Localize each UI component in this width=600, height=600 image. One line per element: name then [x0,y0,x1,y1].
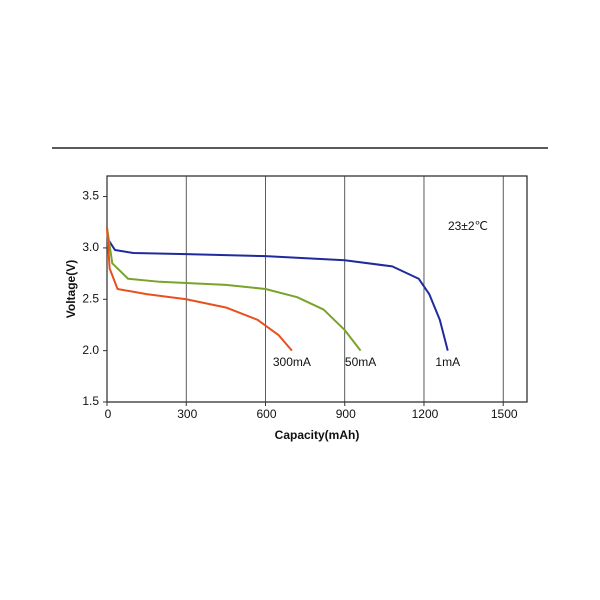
y-tick-label: 3.5 [82,189,99,203]
series-label: 1mA [435,355,460,369]
x-tick-label: 600 [256,407,276,421]
y-tick-label: 2.0 [82,343,99,357]
series-label: 50mA [345,355,376,369]
y-tick-label: 2.5 [82,291,99,305]
series-label: 300mA [273,355,311,369]
y-tick-label: 1.5 [82,394,99,408]
x-tick-label: 0 [105,407,112,421]
x-tick-label: 1500 [491,407,518,421]
series-line [106,227,362,352]
series-line [106,227,293,352]
annotation: 23±2℃ [448,219,488,233]
x-axis-title: Capacity(mAh) [275,428,360,442]
x-tick-label: 900 [336,407,356,421]
x-tick-label: 300 [177,407,197,421]
x-tick-label: 1200 [412,407,439,421]
y-axis-title: Voltage(V) [64,260,78,318]
plot-frame [106,175,528,403]
series-line [106,237,449,351]
y-tick-label: 3.0 [82,240,99,254]
